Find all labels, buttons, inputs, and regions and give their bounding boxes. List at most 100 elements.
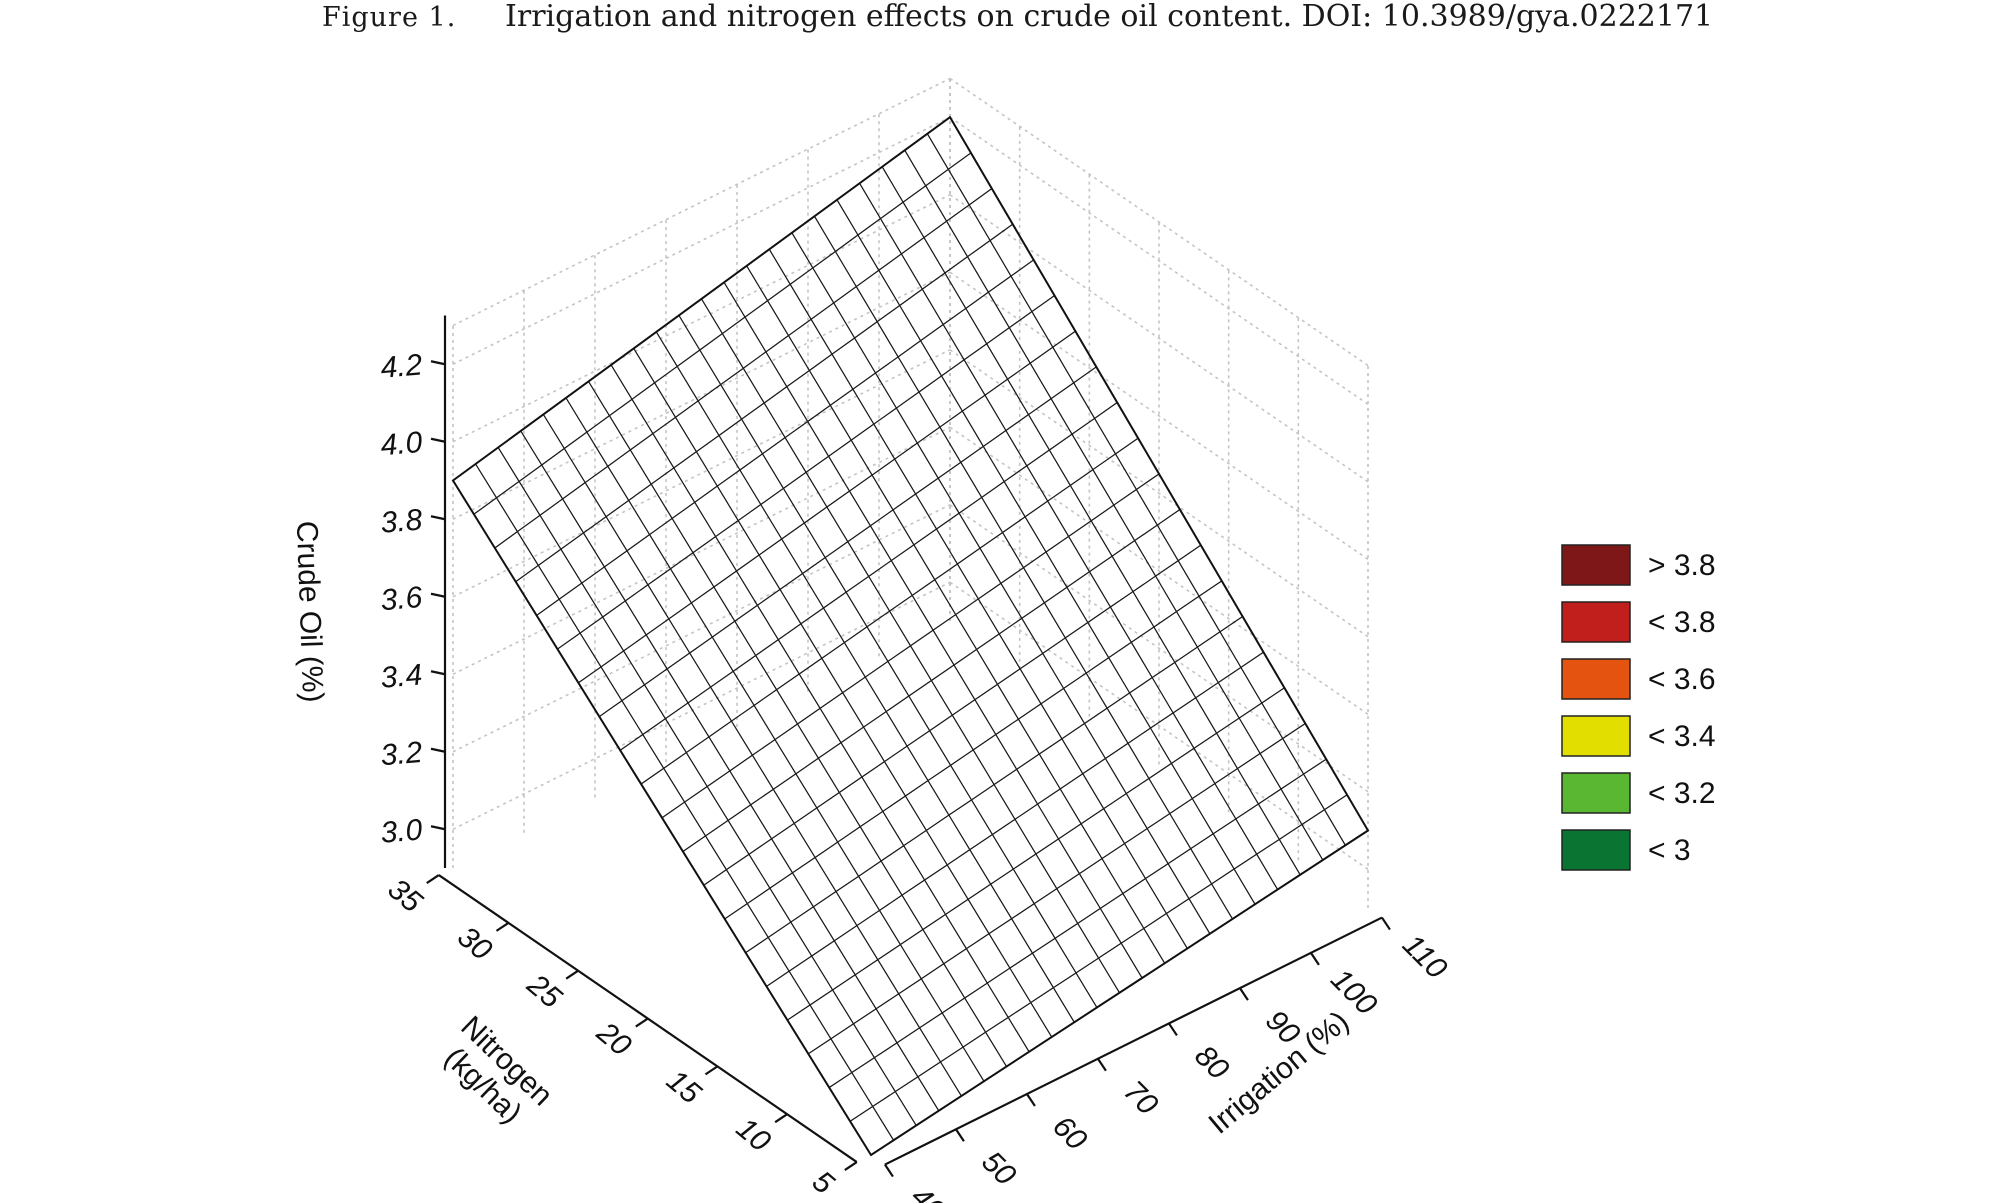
surface-cell: [878, 894, 924, 946]
surface-cell: [858, 165, 904, 220]
surface-cell: [676, 349, 722, 402]
surface-cell: [631, 382, 677, 435]
surface-cell: [1090, 504, 1136, 557]
surface-cell: [1019, 652, 1065, 705]
grid-line: [949, 581, 1369, 870]
x-tick-label: 50: [975, 1145, 1022, 1192]
surface-cell: [930, 664, 976, 716]
surface-cell: [904, 779, 950, 832]
x-tick-mark: [1168, 1022, 1178, 1037]
surface-cell: [581, 566, 627, 618]
surface-cell: [902, 184, 948, 239]
surface-cell: [919, 323, 965, 377]
z-tick-mark: [430, 360, 446, 366]
surface-cell: [843, 626, 889, 678]
surface-cell: [780, 522, 826, 575]
surface-cell: [1069, 468, 1115, 522]
surface-cell: [760, 487, 806, 540]
surface-cell: [782, 471, 828, 524]
wall-edge: [949, 77, 1369, 367]
surface-cell: [768, 231, 814, 286]
surface-cell: [810, 940, 856, 991]
z-tick-mark: [430, 825, 446, 831]
surface-cell: [864, 660, 910, 713]
surface-cell: [923, 220, 969, 274]
grid-line: [949, 116, 1369, 405]
surface-cell: [830, 1023, 876, 1074]
surface-cell: [756, 588, 802, 641]
surface-cell: [704, 819, 750, 871]
z-tick-label: 4.0: [379, 426, 424, 463]
grid-line: [452, 271, 951, 520]
surface-cell: [949, 749, 995, 801]
surface-cell: [713, 570, 759, 622]
surface-cell: [948, 799, 994, 851]
surface-cell: [980, 480, 1026, 534]
surface-cell: [603, 550, 649, 602]
grid-line: [452, 194, 951, 443]
surface-cell: [834, 234, 880, 288]
surface-cell: [879, 201, 925, 255]
y-tick-mark: [565, 969, 579, 980]
legend-label: < 3.2: [1648, 777, 1716, 810]
surface-cell: [862, 710, 908, 763]
legend-label: < 3: [1648, 834, 1691, 867]
surface-cell: [836, 825, 882, 878]
surface-cell: [586, 414, 632, 468]
surface-cell: [835, 875, 881, 927]
surface-cell: [922, 913, 968, 965]
surface-cell: [706, 770, 752, 822]
surface-cell: [692, 535, 738, 588]
surface-cell: [940, 359, 986, 412]
surface-cell: [874, 356, 920, 409]
wall-edge: [452, 77, 951, 327]
x-tick-mark: [1381, 916, 1391, 931]
surface-cell: [558, 582, 604, 634]
surface-cell: [946, 848, 992, 901]
surface-cell: [928, 714, 974, 767]
x-tick-mark: [955, 1128, 965, 1142]
legend-label: < 3.4: [1648, 720, 1716, 753]
grid-line: [949, 426, 1369, 715]
surface-cell: [826, 490, 872, 543]
surface-cell: [629, 432, 675, 485]
surface-cell: [730, 704, 776, 756]
x-tick-label: 60: [1046, 1110, 1093, 1157]
z-tick-label: 4.2: [379, 348, 424, 385]
surface-cell: [836, 182, 882, 236]
surface-cell: [729, 754, 775, 806]
surface-cell: [813, 198, 859, 253]
surface-cell: [934, 563, 980, 616]
surface-cell: [890, 544, 936, 597]
surface-cell: [774, 723, 820, 775]
surface-cell: [838, 776, 884, 828]
surface-cell: [666, 652, 712, 704]
surface-cell: [878, 253, 924, 307]
surface-cell: [673, 450, 719, 504]
surface-cell: [809, 989, 855, 1040]
surface-cell: [831, 337, 877, 390]
surface-cell: [908, 679, 954, 732]
surface-cell: [961, 394, 1007, 448]
surface-cell: [1024, 500, 1070, 553]
legend-label: > 3.8: [1648, 549, 1716, 582]
surface-cell: [674, 400, 720, 453]
surface-cell: [861, 760, 907, 813]
y-tick-mark: [426, 874, 440, 884]
surface-cell: [923, 864, 969, 916]
figure-caption: Figure 1. Irrigation and nitrogen effect…: [322, 0, 1713, 34]
surface-cell: [793, 807, 839, 859]
surface-cell: [972, 733, 1018, 786]
surface-cell: [622, 634, 668, 686]
surface-cell: [960, 445, 1005, 499]
surface-cell: [882, 795, 928, 847]
surface-cell: [610, 347, 656, 401]
surface-cell: [474, 446, 520, 499]
surface-cell: [810, 302, 856, 355]
legend-swatch: [1561, 715, 1631, 757]
surface-cell: [951, 698, 997, 751]
surface-cell: [770, 822, 816, 874]
surface-cell: [624, 584, 670, 636]
surface-cell: [808, 353, 854, 407]
surface-cell: [812, 250, 858, 304]
